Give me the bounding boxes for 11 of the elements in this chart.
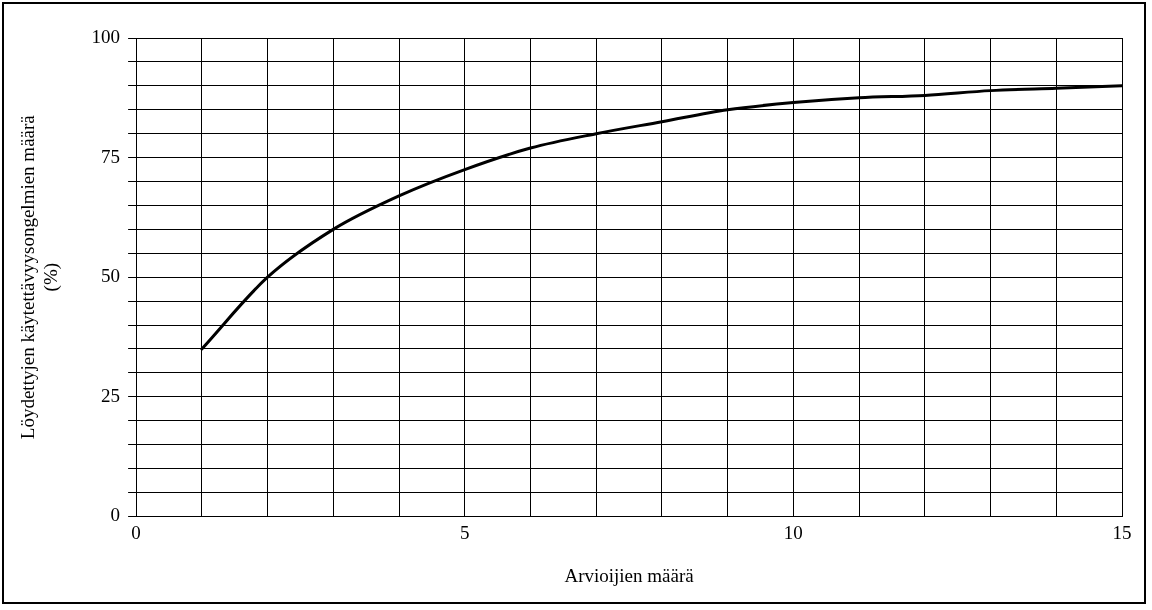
x-tick-label: 10 [783,521,803,543]
y-tick-label: 50 [101,265,121,287]
y-axis-title: Löydettyjen käytettävyysongelmien määrä (%) [17,114,63,440]
x-tick-label: 5 [459,521,470,543]
y-tick-label: 100 [91,25,121,47]
x-tick-label: 15 [1112,521,1132,543]
x-tick-label: 0 [131,521,141,543]
y-tick-label: 75 [101,145,121,167]
y-tick-label: 0 [110,504,121,526]
y-tick-label: 25 [101,384,121,406]
x-axis-title: Arvioijien määrä [564,564,695,586]
